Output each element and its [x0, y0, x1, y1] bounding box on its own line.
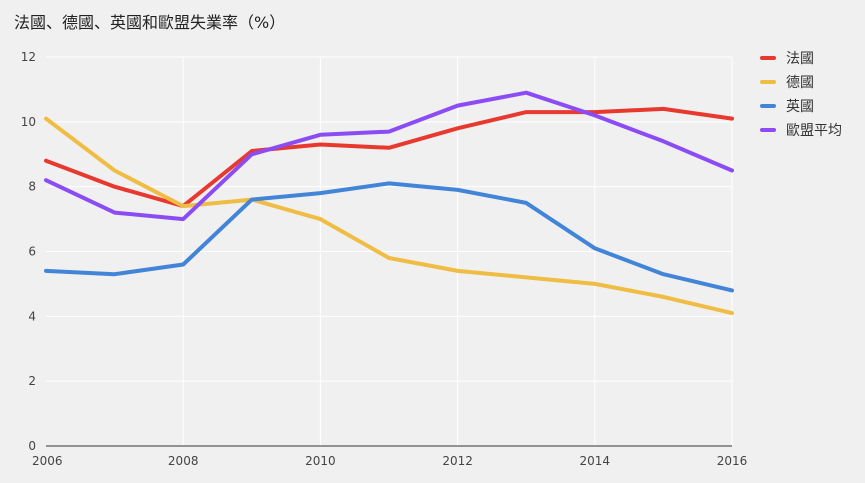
legend-label: 法國	[786, 51, 814, 67]
series-lines	[44, 90, 734, 316]
legend-label: 德國	[786, 75, 814, 91]
legend-label: 歐盟平均	[786, 123, 842, 139]
y-tick-label: 0	[28, 439, 36, 453]
x-axis-ticks: 2006 2008 2010 2012 2014 2016	[32, 454, 747, 468]
series-line-4	[44, 90, 734, 222]
x-tick-label: 2016	[717, 454, 748, 468]
grid	[46, 56, 733, 446]
legend-label: 英國	[786, 98, 814, 115]
x-tick-label: 2012	[442, 454, 473, 468]
y-tick-label: 12	[21, 50, 36, 64]
y-tick-label: 6	[28, 245, 36, 259]
y-tick-label: 8	[28, 180, 36, 194]
x-tick-label: 2010	[305, 454, 336, 468]
chart-title: 法國、德國、英國和歐盟失業率（%）	[14, 13, 285, 32]
x-tick-label: 2008	[168, 454, 199, 468]
y-axis-ticks: 0 2 4 6 8 10 12	[21, 50, 36, 453]
x-tick-label: 2006	[32, 454, 63, 468]
series-line-1	[44, 106, 734, 209]
y-tick-label: 2	[28, 374, 36, 388]
y-tick-label: 10	[21, 115, 36, 129]
y-tick-label: 4	[28, 309, 36, 323]
series-line-2	[44, 116, 734, 316]
series-line-3	[44, 181, 734, 293]
x-tick-label: 2014	[580, 454, 611, 468]
